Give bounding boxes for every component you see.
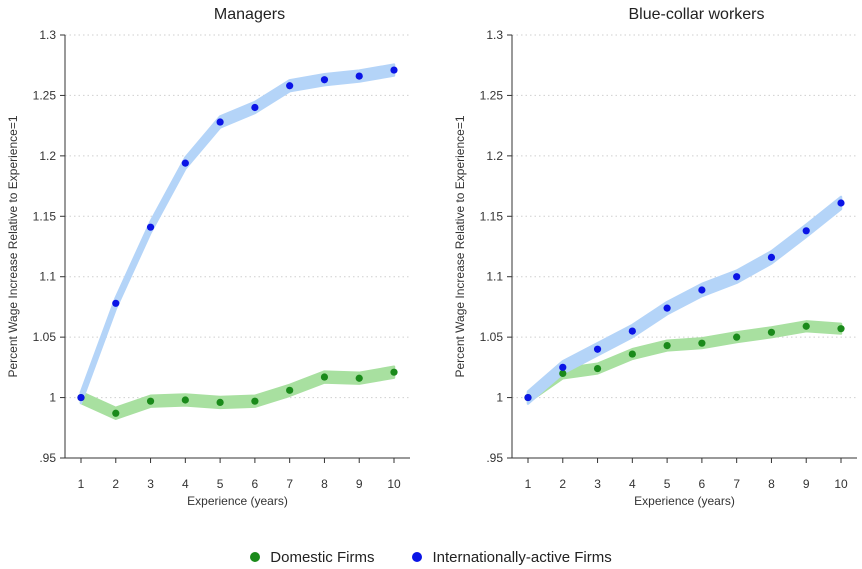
legend-label-domestic: Domestic Firms [270, 548, 375, 566]
x-tick-label: 2 [559, 477, 566, 491]
y-tick-label: 1.2 [39, 149, 56, 163]
x-tick-label: 6 [699, 477, 706, 491]
data-point-domestic [628, 350, 636, 358]
data-point-domestic [733, 333, 741, 341]
y-tick-label: 1.3 [39, 28, 56, 42]
y-tick-label: .95 [39, 451, 56, 465]
data-point-international [216, 118, 224, 126]
x-tick-label: 7 [733, 477, 740, 491]
y-tick-label: 1 [49, 391, 56, 405]
legend-item-international: Internationally-active Firms [412, 548, 612, 566]
x-tick-label: 3 [594, 477, 601, 491]
data-point-domestic [355, 374, 363, 382]
x-tick-label: 9 [803, 477, 810, 491]
data-point-domestic [216, 398, 224, 407]
data-point-international [251, 103, 259, 112]
y-tick-label: 1.3 [486, 28, 503, 42]
y-axis-label: Percent Wage Increase Relative to Experi… [453, 115, 467, 377]
data-point-international [77, 393, 85, 402]
data-point-international [767, 253, 776, 261]
confidence-band-domestic [79, 365, 396, 420]
y-tick-label: 1.05 [480, 330, 504, 344]
x-tick-label: 8 [768, 477, 775, 491]
x-axis-label: Experience (years) [634, 494, 735, 508]
x-tick-label: 3 [147, 477, 154, 491]
chart-panel-1: Managers .95 1 1.05 1.1 1.15 1.2 1.25 1.3 1 2 3 4 5 6 7… [6, 6, 410, 508]
chart-title: Managers [214, 6, 285, 23]
chart-panel-2: Blue-collar workers .95 1 1.05 1.1 1.15 1.2 1.2… [453, 6, 857, 508]
data-point-domestic [181, 396, 189, 404]
x-tick-label: 10 [834, 477, 848, 491]
data-point-international [146, 223, 155, 231]
y-tick-label: 1.05 [33, 330, 57, 344]
x-tick-label: 2 [112, 477, 119, 491]
confidence-band-domestic [526, 320, 843, 404]
data-point-international [593, 345, 602, 353]
x-tick-label: 1 [525, 477, 532, 491]
y-tick-label: 1.2 [486, 149, 503, 163]
x-tick-label: 7 [286, 477, 293, 491]
chart-legend: Domestic Firms Internationally-active Fi… [0, 546, 862, 568]
y-tick-label: .95 [486, 451, 503, 465]
legend-label-international: Internationally-active Firms [432, 548, 612, 566]
data-point-international [837, 199, 845, 207]
data-point-international [355, 72, 363, 80]
data-point-domestic [286, 386, 294, 394]
data-point-international [559, 363, 567, 371]
y-tick-label: 1.1 [39, 270, 56, 284]
data-point-international [628, 327, 636, 335]
y-tick-label: 1.15 [33, 209, 57, 223]
data-point-domestic [837, 325, 845, 333]
x-tick-label: 6 [252, 477, 259, 491]
data-point-domestic [663, 342, 671, 350]
x-tick-label: 4 [629, 477, 636, 491]
data-point-domestic [320, 373, 329, 381]
x-tick-label: 10 [387, 477, 401, 491]
legend-marker-international [412, 552, 423, 562]
data-point-international [320, 76, 329, 84]
data-point-international [286, 82, 294, 90]
legend-item-domestic: Domestic Firms [250, 549, 374, 566]
data-point-domestic [593, 364, 602, 373]
y-tick-label: 1.1 [486, 270, 503, 284]
data-point-international [733, 273, 741, 281]
data-point-international [181, 159, 189, 167]
y-tick-label: 1 [496, 391, 503, 405]
y-tick-label: 1.25 [33, 88, 57, 102]
confidence-band-international [526, 195, 843, 405]
data-point-international [524, 393, 532, 402]
x-tick-label: 1 [78, 477, 85, 491]
data-point-domestic [251, 397, 259, 405]
data-point-international [663, 304, 671, 312]
chart-title: Blue-collar workers [628, 6, 764, 23]
data-point-domestic [559, 369, 567, 377]
data-point-domestic [802, 322, 810, 330]
data-point-international [698, 286, 706, 294]
x-tick-label: 5 [664, 477, 671, 491]
y-tick-label: 1.15 [480, 209, 504, 223]
legend-marker-domestic [250, 552, 261, 562]
data-point-domestic [146, 397, 155, 405]
x-tick-label: 9 [356, 477, 363, 491]
data-point-domestic [767, 328, 776, 336]
data-point-domestic [698, 339, 706, 347]
x-axis-label: Experience (years) [187, 494, 288, 508]
data-point-international [802, 227, 810, 235]
x-tick-label: 4 [182, 477, 189, 491]
y-tick-label: 1.25 [480, 88, 504, 102]
confidence-band-international [79, 63, 396, 405]
x-tick-label: 5 [217, 477, 224, 491]
y-axis-label: Percent Wage Increase Relative to Experi… [6, 115, 20, 377]
data-point-domestic [390, 368, 398, 376]
x-tick-label: 8 [321, 477, 328, 491]
data-point-domestic [112, 409, 120, 417]
data-point-international [112, 299, 120, 307]
data-point-international [390, 66, 398, 74]
